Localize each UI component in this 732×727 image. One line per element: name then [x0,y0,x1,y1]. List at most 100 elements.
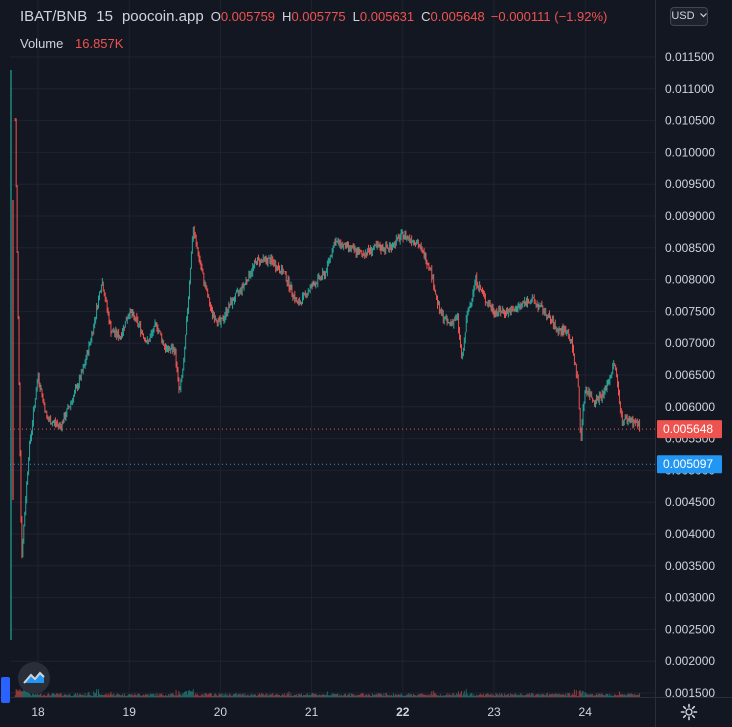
volume-bar [525,695,527,697]
volume-bar [477,695,479,697]
volume-bar [221,693,223,697]
volume-bar [254,694,256,697]
volume-bar [168,695,170,697]
volume-bar [504,693,506,697]
volume-bar [75,693,77,697]
volume-bar [304,695,306,697]
volume-bar [406,694,408,697]
volume-bar [400,693,402,697]
volume-bar [129,694,131,697]
volume-bar [367,695,369,697]
volume-bar [38,695,40,697]
volume-bar [446,693,448,697]
volume-bar [417,694,419,697]
left-panel-toggle[interactable] [1,677,10,703]
volume-bar [324,695,326,697]
volume-bar [573,689,575,697]
volume-bar [200,695,202,697]
volume-bar [269,695,271,697]
volume-bar [179,693,181,697]
volume-bar [82,694,84,697]
volume-bar [425,695,427,697]
volume-bar [589,694,591,697]
volume-bar [622,694,624,697]
y-tick-label: 0.011500 [665,50,714,64]
volume-bar [53,693,55,697]
volume-bar [527,694,529,697]
high-label: H [282,9,292,24]
volume-bar [181,695,183,697]
volume-bar [364,695,366,697]
volume-bar [26,690,28,697]
volume-bar [78,693,80,697]
y-tick-label: 0.010000 [665,145,715,159]
volume-bar [213,694,215,697]
volume-bar [188,690,190,697]
volume-bar [135,695,137,697]
volume-bar [91,695,93,697]
volume-bar [111,694,113,697]
currency-dropdown[interactable]: USD [670,7,708,26]
volume-bar [81,694,83,697]
volume-bar [321,695,323,697]
volume-bar [273,695,275,697]
volume-bar [431,691,433,697]
volume-bar [515,694,517,697]
volume-bar [522,694,524,697]
volume-bar [398,694,400,697]
volume-bar [442,695,444,697]
volume-bar [61,695,63,697]
volume-bar [247,694,249,697]
volume-bar [605,693,607,697]
volume-bar [310,694,312,697]
volume-bar [84,693,86,697]
y-tick-label: 0.004500 [665,495,715,509]
volume-bar [117,693,119,697]
volume-bar [122,695,124,697]
volume-bar [105,693,107,697]
symbol-pair[interactable]: IBAT/BNB [20,8,88,25]
volume-bar [159,693,161,697]
volume-bar [318,694,320,697]
volume-bar [326,691,328,697]
tradingview-logo-icon[interactable] [18,662,50,694]
last-price-label-bg [657,420,722,439]
volume-bar [302,694,304,697]
volume-bar [415,695,417,697]
volume-bar [113,693,115,697]
y-tick-label: 0.006000 [665,400,715,414]
volume-bar [166,695,168,697]
volume-bar [433,690,435,697]
volume-bar [451,695,453,697]
volume-bar [65,694,67,697]
volume-bar [285,695,287,697]
volume-bar [586,693,588,697]
volume-bar [173,694,175,697]
volume-bar [513,694,515,697]
volume-bar [121,693,123,697]
volume-bar [108,695,110,697]
volume-bar [516,695,518,697]
gear-icon[interactable] [680,703,698,721]
volume-bar [275,694,277,697]
volume-bar [136,695,138,697]
volume-bar [394,694,396,697]
volume-bar [587,695,589,697]
volume-bar [481,694,483,697]
volume-bar [248,695,250,697]
volume-bar [563,694,565,697]
symbol-legend: IBAT/BNB 15 poocoin.app O 0.005759 H 0.005… [20,8,607,25]
volume-bar [550,694,552,697]
volume-bar [560,694,562,697]
volume-bar [235,693,237,697]
volume-bar [487,693,489,697]
interval-label[interactable]: 15 [96,8,113,25]
volume-bar [56,693,58,697]
volume-bar [52,693,54,697]
volume-bar [502,694,504,697]
volume-bar [509,693,511,697]
volume-bar [434,693,436,697]
volume-bar [562,694,564,697]
volume-bar [350,693,352,697]
